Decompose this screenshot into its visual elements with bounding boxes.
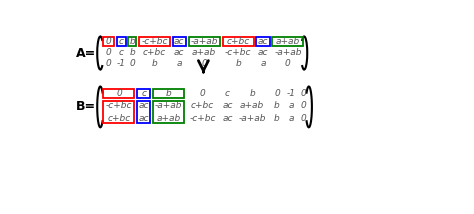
- Text: 0: 0: [301, 114, 306, 123]
- Text: ac: ac: [222, 101, 233, 110]
- Text: ac: ac: [258, 37, 268, 46]
- Text: ac: ac: [222, 114, 233, 123]
- Text: ac: ac: [138, 114, 149, 123]
- Text: b: b: [129, 48, 135, 57]
- Text: -1: -1: [286, 89, 295, 98]
- Text: -c+bc: -c+bc: [141, 37, 168, 46]
- Text: c: c: [225, 89, 230, 98]
- Text: -c+bc: -c+bc: [190, 114, 216, 123]
- Text: ac: ac: [138, 101, 149, 110]
- Text: a: a: [288, 114, 294, 123]
- Text: b: b: [249, 89, 255, 98]
- Text: b: b: [236, 59, 241, 68]
- Text: 0: 0: [201, 59, 207, 68]
- Text: c: c: [119, 48, 124, 57]
- Text: 0: 0: [200, 89, 206, 98]
- Text: a+ab: a+ab: [240, 101, 264, 110]
- Text: c+bc: c+bc: [191, 101, 214, 110]
- Text: 0: 0: [106, 59, 112, 68]
- Text: a+ab: a+ab: [276, 37, 300, 46]
- Text: 0: 0: [301, 101, 306, 110]
- Text: a+ab: a+ab: [156, 114, 181, 123]
- Text: 0: 0: [106, 48, 112, 57]
- Text: c+bc: c+bc: [227, 37, 250, 46]
- Text: b: b: [165, 89, 172, 98]
- Text: ac: ac: [174, 37, 185, 46]
- Text: a: a: [260, 59, 266, 68]
- Text: ac: ac: [258, 48, 268, 57]
- Text: 0: 0: [129, 59, 135, 68]
- Text: a: a: [177, 59, 182, 68]
- Text: 0: 0: [106, 37, 112, 46]
- Text: A=: A=: [76, 46, 96, 59]
- Text: c: c: [119, 37, 124, 46]
- Text: 0: 0: [285, 59, 291, 68]
- Text: c: c: [141, 89, 146, 98]
- Text: b: b: [129, 37, 135, 46]
- Text: 0: 0: [274, 89, 280, 98]
- Text: a: a: [288, 101, 294, 110]
- Text: B=: B=: [76, 100, 96, 113]
- Text: b: b: [152, 59, 157, 68]
- Text: -a+ab: -a+ab: [155, 101, 182, 110]
- Text: -c+bc: -c+bc: [106, 101, 132, 110]
- Text: -a+ab: -a+ab: [274, 48, 301, 57]
- Text: b: b: [274, 101, 280, 110]
- Text: -a+ab: -a+ab: [238, 114, 266, 123]
- Text: c+bc: c+bc: [107, 114, 130, 123]
- Text: a+ab: a+ab: [192, 48, 216, 57]
- Text: ac: ac: [174, 48, 185, 57]
- Text: -c+bc: -c+bc: [225, 48, 252, 57]
- Text: c+bc: c+bc: [143, 48, 166, 57]
- Text: b: b: [274, 114, 280, 123]
- Text: -1: -1: [117, 59, 126, 68]
- Text: -a+ab: -a+ab: [191, 37, 218, 46]
- Text: 0: 0: [301, 89, 306, 98]
- Text: 0: 0: [116, 89, 122, 98]
